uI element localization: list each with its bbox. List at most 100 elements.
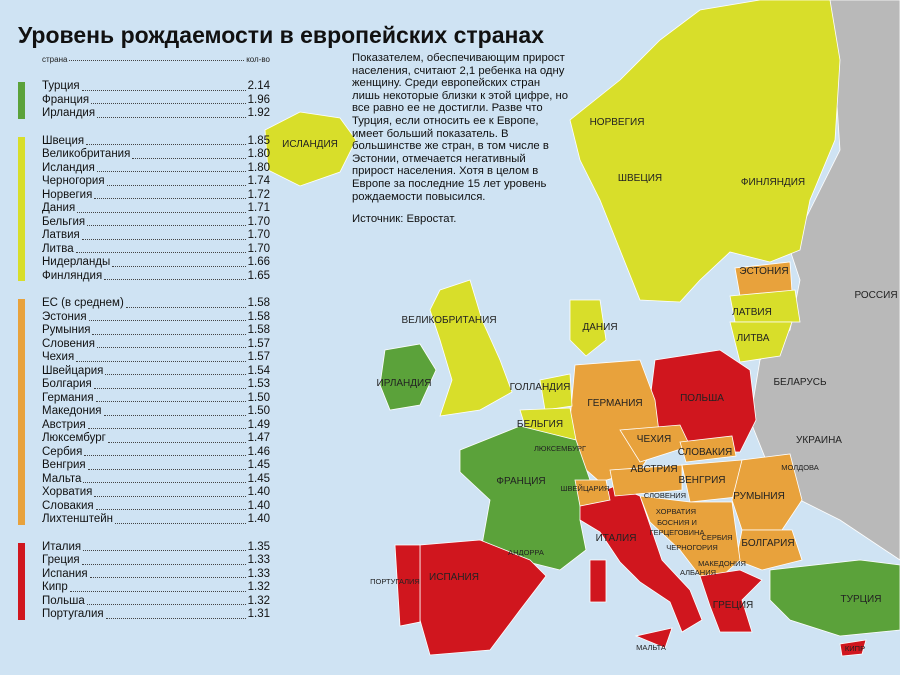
dots <box>86 135 246 145</box>
map-label: РОССИЯ <box>854 290 898 301</box>
map-label: БОСНИЯ И ГЕРЦЕГОВИНА <box>649 518 705 537</box>
country: Финляндия <box>42 269 103 282</box>
dots <box>104 270 246 280</box>
row: Швейцария 1.54 <box>42 365 270 379</box>
value: 2.14 <box>247 80 270 92</box>
dots <box>105 365 246 375</box>
value: 1.70 <box>247 215 270 228</box>
austria <box>609 464 683 497</box>
dots <box>94 486 246 497</box>
lithuania <box>729 321 793 363</box>
map-label: ГОЛЛАНДИЯ <box>509 382 571 393</box>
row: Дания 1.71 <box>42 202 270 216</box>
row: Португалия 1.31 <box>42 608 270 622</box>
dots <box>106 175 246 186</box>
dots <box>103 405 246 416</box>
row: Нидерланды 1.66 <box>42 256 270 270</box>
value: 1.58 <box>247 324 270 336</box>
country: Португалия <box>42 608 104 620</box>
map-label: ВЕНГРИЯ <box>678 475 726 486</box>
country: Исландия <box>42 161 95 174</box>
country: Словакия <box>42 499 94 512</box>
map-label: МАКЕДОНИЯ <box>698 559 746 568</box>
value: 1.74 <box>247 175 270 187</box>
value: 1.50 <box>247 391 270 404</box>
dots <box>69 581 246 592</box>
dots <box>112 256 246 267</box>
country: Турция <box>42 80 80 92</box>
country: Дания <box>42 202 76 214</box>
value: 1.71 <box>247 202 270 214</box>
map-label: ИРЛАНДИЯ <box>376 378 432 389</box>
dots <box>93 378 246 389</box>
row: Норвегия 1.72 <box>42 189 270 203</box>
row: Великобритания 1.80 <box>42 148 270 162</box>
description: Показателем, обеспечивающим прирост насе… <box>352 52 569 203</box>
dots <box>81 554 246 565</box>
map-label: ФИНЛЯНДИЯ <box>740 177 806 188</box>
map-label: ЛИТВА <box>736 333 770 344</box>
row: Польша 1.32 <box>42 595 270 609</box>
dots <box>76 351 246 362</box>
value: 1.45 <box>247 472 270 485</box>
country: Болгария <box>42 378 92 390</box>
country: Польша <box>42 594 85 607</box>
dots <box>77 202 246 213</box>
country: Лихтенштейн <box>42 513 114 525</box>
country: Эстония <box>42 310 87 323</box>
row: Македония 1.50 <box>42 405 270 419</box>
country: Черногория <box>42 175 105 187</box>
country: Италия <box>42 540 82 553</box>
uk <box>429 279 513 417</box>
row: Литва 1.70 <box>42 243 270 257</box>
row: Финляндия 1.65 <box>42 270 270 284</box>
dots <box>115 513 246 524</box>
row: Словакия 1.40 <box>42 500 270 514</box>
ireland <box>379 343 437 411</box>
dots <box>94 189 246 199</box>
map-label: СЛОВАКИЯ <box>677 447 733 458</box>
country: Хорватия <box>42 486 93 498</box>
row: Черногория 1.74 <box>42 175 270 189</box>
value: 1.53 <box>247 378 270 390</box>
sicily <box>634 627 673 649</box>
row: Франция 1.96 <box>42 94 270 108</box>
country: Латвия <box>42 229 80 241</box>
dots <box>88 311 246 321</box>
map-label: АНДОРРА <box>508 548 544 557</box>
france <box>459 425 591 571</box>
value: 1.32 <box>247 594 270 607</box>
map-label: ЛАТВИЯ <box>732 307 772 318</box>
denmark <box>569 299 607 357</box>
map-label: ШВЕЙЦАРИЯ <box>560 484 610 493</box>
country: Швейцария <box>42 364 104 377</box>
country: Норвегия <box>42 188 93 201</box>
map-label: ХОРВАТИЯ <box>655 507 697 516</box>
dots <box>87 459 246 470</box>
map-label: ВЕЛИКОБРИТАНИЯ <box>401 315 497 326</box>
value: 1.40 <box>247 486 270 498</box>
map-label: БЕЛАРУСЬ <box>773 377 827 388</box>
country: Люксембург <box>42 432 106 444</box>
dots <box>69 55 245 61</box>
group-bar <box>18 299 25 525</box>
turkey <box>769 559 900 637</box>
country: Кипр <box>42 581 68 593</box>
list-header: страна кол-во <box>42 55 270 64</box>
dots <box>91 94 246 104</box>
country: Германия <box>42 391 94 404</box>
map-label: УКРАИНА <box>796 435 842 446</box>
row: Болгария 1.53 <box>42 378 270 392</box>
row: Греция 1.33 <box>42 554 270 568</box>
value: 1.54 <box>247 364 270 377</box>
value: 1.40 <box>247 513 270 525</box>
value: 1.31 <box>247 608 270 620</box>
value: 1.65 <box>247 269 270 282</box>
row: Германия 1.50 <box>42 392 270 406</box>
description-block: Показателем, обеспечивающим прирост насе… <box>352 52 570 226</box>
map-label: БОЛГАРИЯ <box>741 538 795 549</box>
map-label: НОРВЕГИЯ <box>589 117 645 128</box>
value: 1.49 <box>247 418 270 431</box>
header-country: страна <box>42 55 68 64</box>
value: 1.92 <box>247 107 270 119</box>
